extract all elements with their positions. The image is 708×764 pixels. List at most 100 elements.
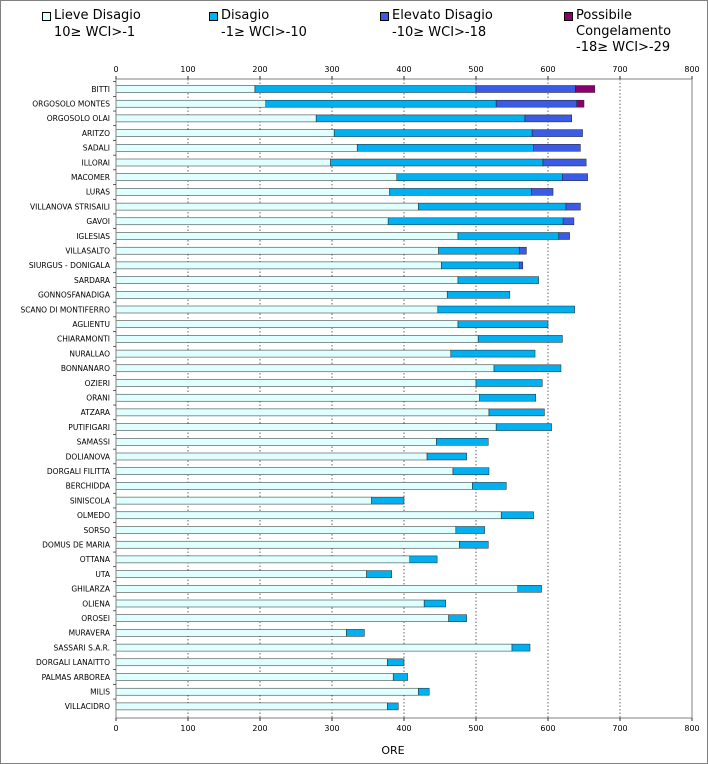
bar-segment-lieve [115,452,428,461]
category-label: ORANI [86,394,110,403]
bar-segment-disagio [452,467,490,475]
bar-segment-disagio [517,585,542,593]
bar-segment-lieve [115,511,502,520]
bar-segment-elevato [562,173,588,181]
legend-label-congelamento: Possibile [576,8,632,23]
category-label: DORGALI FILITTA [47,467,111,476]
bar-segment-disagio [477,335,563,343]
bar-segment-elevato [475,85,576,93]
bar-segment-disagio [387,702,399,711]
bar-segment-lieve [115,496,372,505]
bar-segment-lieve [115,335,479,343]
category-label: OTTANA [80,555,111,564]
legend-swatch-disagio [209,12,218,21]
bar-segment-lieve [115,702,388,711]
category-label: GONNOSFANADIGA [38,291,111,300]
bar-segment-disagio [448,614,467,622]
bar-segment-elevato [518,261,524,270]
bar-segment-disagio [387,217,564,226]
category-label: ORGOSOLO MONTES [32,100,110,109]
bar-segment-disagio [371,496,405,505]
bar-segment-elevato [531,188,554,196]
category-labels: BITTI ORGOSOLO MONTES ORGOSOLO OLAI ARITZO S… [20,85,110,711]
bar-segment-disagio [457,232,560,240]
bar-segment-disagio [493,364,562,373]
category-label: DOMUS DE MARIA [42,541,111,550]
category-label: SINISCOLA [70,496,111,505]
bar-segment-disagio [457,276,539,284]
bar-segment-disagio [438,246,520,255]
bar-segment-lieve [115,438,437,446]
bar-segment-lieve [115,393,480,402]
category-label: CHIARAMONTI [57,335,110,344]
bar-segment-disagio [495,423,552,431]
x-tick-label-bottom: 300 [324,724,339,733]
legend-range-lieve: 10≥ WCI>-1 [54,25,136,40]
x-tick-label-bottom: 500 [468,724,483,733]
bar-segment-lieve [115,555,411,564]
category-label: SORSO [83,526,110,535]
bar-segment-lieve [115,643,513,652]
bar-segment-lieve [115,379,477,387]
bar-segment-elevato [524,114,573,123]
bar-segment-lieve [115,349,452,358]
category-label: AGLIENTU [72,320,110,329]
bar-segment-lieve [115,467,454,475]
bar-segment-elevato [565,202,581,211]
category-label: VILLACIDRO [65,702,110,711]
legend-swatch-lieve [42,12,51,21]
bar-segment-disagio [488,408,545,417]
bar-segment-lieve [115,173,398,181]
bar-segment-lieve [115,232,459,240]
legend-label-elevato: Elevato Disagio [392,8,493,23]
x-tick-label-bottom: 600 [540,724,555,733]
bar-segment-elevato [562,217,575,226]
category-label: SAMASSI [77,438,110,447]
bar-segment-lieve [115,614,449,622]
category-label: BONNANARO [61,364,110,373]
category-label: VILLASALTO [65,247,110,256]
bar-segment-lieve [115,144,358,152]
x-tick-label-top: 700 [612,65,627,74]
bar-segment-elevato [558,232,570,240]
bar-segment-lieve [115,599,425,608]
category-label: PUTIFIGARI [68,423,110,432]
category-label: SIURGUS - DONIGALA [29,261,111,270]
bar-segment-lieve [115,217,389,226]
bar-segment-lieve [115,570,367,578]
category-label: SADALI [83,144,110,153]
bar-segment-elevato [533,144,581,152]
x-tick-label-bottom: 400 [396,724,411,733]
bar-segment-disagio [500,511,534,520]
category-label: ILLORAI [82,158,110,167]
bar-segment-disagio [426,452,467,461]
category-label: ATZARA [81,408,111,417]
bar-segment-lieve [115,202,419,211]
x-tick-label-bottom: 0 [113,724,118,733]
x-tick-label-top: 300 [324,65,339,74]
bar-segment-disagio [457,320,549,328]
x-tick-label-bottom: 200 [252,724,267,733]
bar-segment-congelamento [575,85,596,93]
bar-segment-lieve [115,276,459,284]
bar-segment-elevato [542,158,587,167]
bar-segment-disagio [472,482,507,490]
bar-segment-disagio [396,173,563,181]
category-label: LURAS [86,188,110,197]
x-tick-label-top: 600 [540,65,555,74]
bar-segment-lieve [115,423,497,431]
x-tick-label-top: 400 [396,65,411,74]
bar-segment-disagio [254,85,477,93]
legend-range-disagio: -1≥ WCI>-10 [221,25,307,40]
bar-segment-lieve [115,246,439,255]
legend-swatch-congelamento [564,12,573,21]
category-label: OLMEDO [77,511,110,520]
category-label: BITTI [91,85,110,94]
bar-segment-disagio [409,555,438,564]
category-label: ARITZO [82,129,110,138]
bar-segment-lieve [115,540,460,549]
category-label: MACOMER [71,173,110,182]
x-tick-label-bottom: 800 [684,724,699,733]
bar-segment-disagio [330,158,544,167]
bar-segment-disagio [387,658,405,667]
